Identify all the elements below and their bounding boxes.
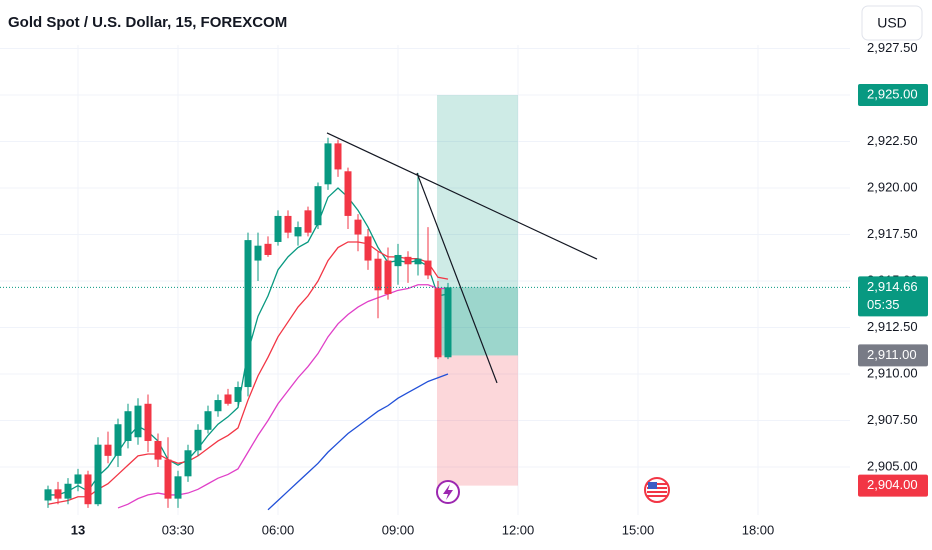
x-tick-label: 18:00 — [742, 522, 775, 537]
trend-line — [416, 172, 498, 384]
last-price-tag — [858, 276, 928, 317]
indicator-line — [117, 284, 448, 509]
y-tick-label: 2,905.00 — [867, 458, 918, 473]
candle-body — [84, 474, 92, 505]
x-tick-label: 09:00 — [382, 522, 415, 537]
candle-body — [414, 258, 422, 265]
candle-body — [54, 489, 62, 499]
us-flag-icon[interactable] — [644, 477, 670, 503]
x-tick-label: 12:00 — [502, 522, 535, 537]
price-axis: 2,905.002,907.502,910.002,912.502,915.00… — [867, 40, 918, 473]
candle-body — [354, 219, 362, 235]
candle-body — [294, 227, 302, 237]
y-tick-label: 2,912.50 — [867, 319, 918, 334]
y-tick-label: 2,920.00 — [867, 179, 918, 194]
x-tick-label: 13 — [71, 522, 85, 537]
candle-body — [274, 215, 282, 242]
candle-body — [244, 240, 252, 388]
candle-body — [144, 403, 152, 441]
candle-body — [104, 444, 112, 456]
x-tick-label: 15:00 — [622, 522, 655, 537]
trend-line — [326, 132, 598, 260]
y-tick-label: 2,910.00 — [867, 365, 918, 380]
candle-body — [444, 287, 452, 358]
candle-body — [384, 260, 392, 295]
candle-body — [224, 394, 232, 404]
candle-body — [254, 245, 262, 261]
candle-body — [124, 411, 132, 441]
stop-label: 2,904.00 — [867, 477, 918, 492]
candle-body — [194, 429, 202, 451]
entry-label: 2,911.00 — [867, 347, 917, 362]
candle-body — [74, 474, 82, 484]
y-tick-label: 2,917.50 — [867, 226, 918, 241]
currency-label: USD — [877, 15, 907, 31]
candle-body — [394, 254, 402, 267]
candle-body — [154, 440, 162, 460]
candle-body — [364, 236, 372, 261]
entry-tag — [858, 344, 928, 367]
currency-button[interactable] — [861, 5, 923, 41]
candle-body — [134, 405, 142, 438]
candle-body — [204, 411, 212, 430]
candle-body — [314, 186, 322, 226]
candle-body — [114, 424, 122, 456]
candle-body — [434, 288, 442, 358]
x-tick-label: 06:00 — [262, 522, 295, 537]
candle-body — [344, 171, 352, 216]
candle-body — [304, 210, 312, 233]
indicator-line — [47, 241, 449, 505]
target-tag — [858, 84, 928, 107]
candle-body — [404, 256, 412, 265]
candle-body — [64, 483, 72, 499]
candle-body — [324, 143, 332, 185]
plot — [0, 95, 850, 511]
candle-body — [214, 400, 222, 412]
candle-body — [184, 450, 192, 477]
candle-body — [44, 489, 52, 501]
grid — [0, 45, 850, 515]
y-tick-label: 2,927.50 — [867, 40, 918, 55]
x-tick-label: 03:30 — [162, 522, 195, 537]
chart-title: Gold Spot / U.S. Dollar, 15, FOREXCOM — [8, 14, 287, 31]
candle-body — [164, 459, 172, 499]
event-icon[interactable] — [436, 480, 460, 504]
y-tick-label: 2,922.50 — [867, 133, 918, 148]
candle-body — [374, 258, 382, 291]
stop-zone — [437, 355, 518, 486]
last-price-label: 2,914.66 — [867, 279, 918, 294]
candle-body — [234, 387, 242, 402]
candle-body — [94, 444, 102, 505]
candle-body — [334, 143, 342, 170]
candle-body — [284, 215, 292, 233]
indicator-line — [267, 373, 449, 511]
countdown-label: 05:35 — [867, 297, 900, 312]
stop-tag — [858, 474, 928, 497]
candle-body — [424, 260, 432, 276]
candle-body — [264, 243, 272, 255]
header-bg — [0, 0, 850, 44]
y-tick-label: 2,907.50 — [867, 412, 918, 427]
target-label: 2,925.00 — [867, 86, 918, 101]
candle-body — [174, 476, 182, 499]
